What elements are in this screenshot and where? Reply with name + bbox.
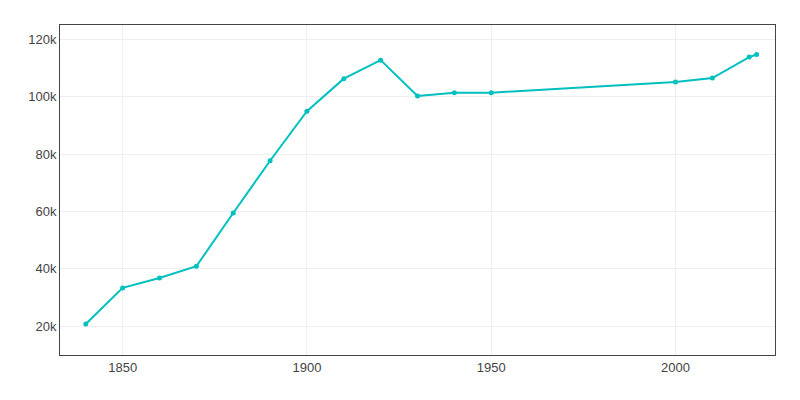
svg-text:120k: 120k (28, 32, 57, 47)
svg-text:80k: 80k (35, 147, 56, 162)
svg-text:20k: 20k (35, 319, 56, 334)
svg-text:100k: 100k (28, 89, 57, 104)
svg-text:2000: 2000 (661, 360, 690, 375)
svg-text:1850: 1850 (108, 360, 137, 375)
svg-text:1900: 1900 (292, 360, 321, 375)
svg-text:1950: 1950 (477, 360, 506, 375)
svg-text:60k: 60k (35, 204, 56, 219)
svg-text:40k: 40k (35, 261, 56, 276)
